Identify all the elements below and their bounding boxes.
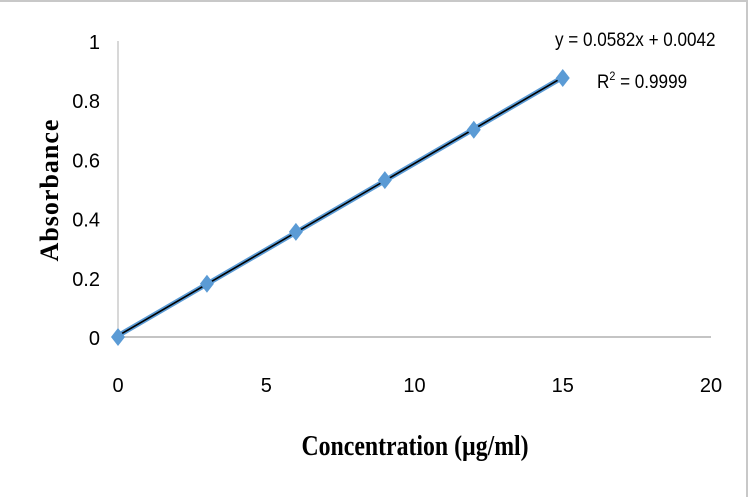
- data-point: [466, 120, 481, 139]
- y-tick-label: 0.8: [72, 91, 100, 113]
- trendline-equation: y = 0.0582x + 0.0042: [555, 29, 716, 50]
- x-tick-label: 10: [403, 375, 425, 397]
- x-tick-label: 5: [261, 375, 272, 397]
- y-tick-label: 0: [89, 328, 100, 350]
- trendline: [117, 76, 564, 337]
- x-tick-label: 15: [552, 375, 574, 397]
- y-tick-label: 1: [89, 32, 100, 54]
- y-tick-label: 0.4: [72, 210, 100, 232]
- data-point: [555, 69, 570, 87]
- data-point: [111, 328, 125, 346]
- y-axis-title: Absorbance: [35, 119, 64, 262]
- data-point: [288, 222, 303, 241]
- r-squared-label: R2 = 0.9999: [597, 71, 687, 93]
- y-tick-label: 0.2: [72, 269, 100, 291]
- x-axis-title: Concentration (µg/ml): [301, 430, 528, 461]
- y-tick-label: 0.6: [72, 150, 100, 172]
- data-point: [377, 171, 392, 190]
- x-tick-label: 20: [700, 375, 722, 397]
- x-tick-label: 0: [112, 375, 123, 397]
- data-point: [199, 274, 214, 293]
